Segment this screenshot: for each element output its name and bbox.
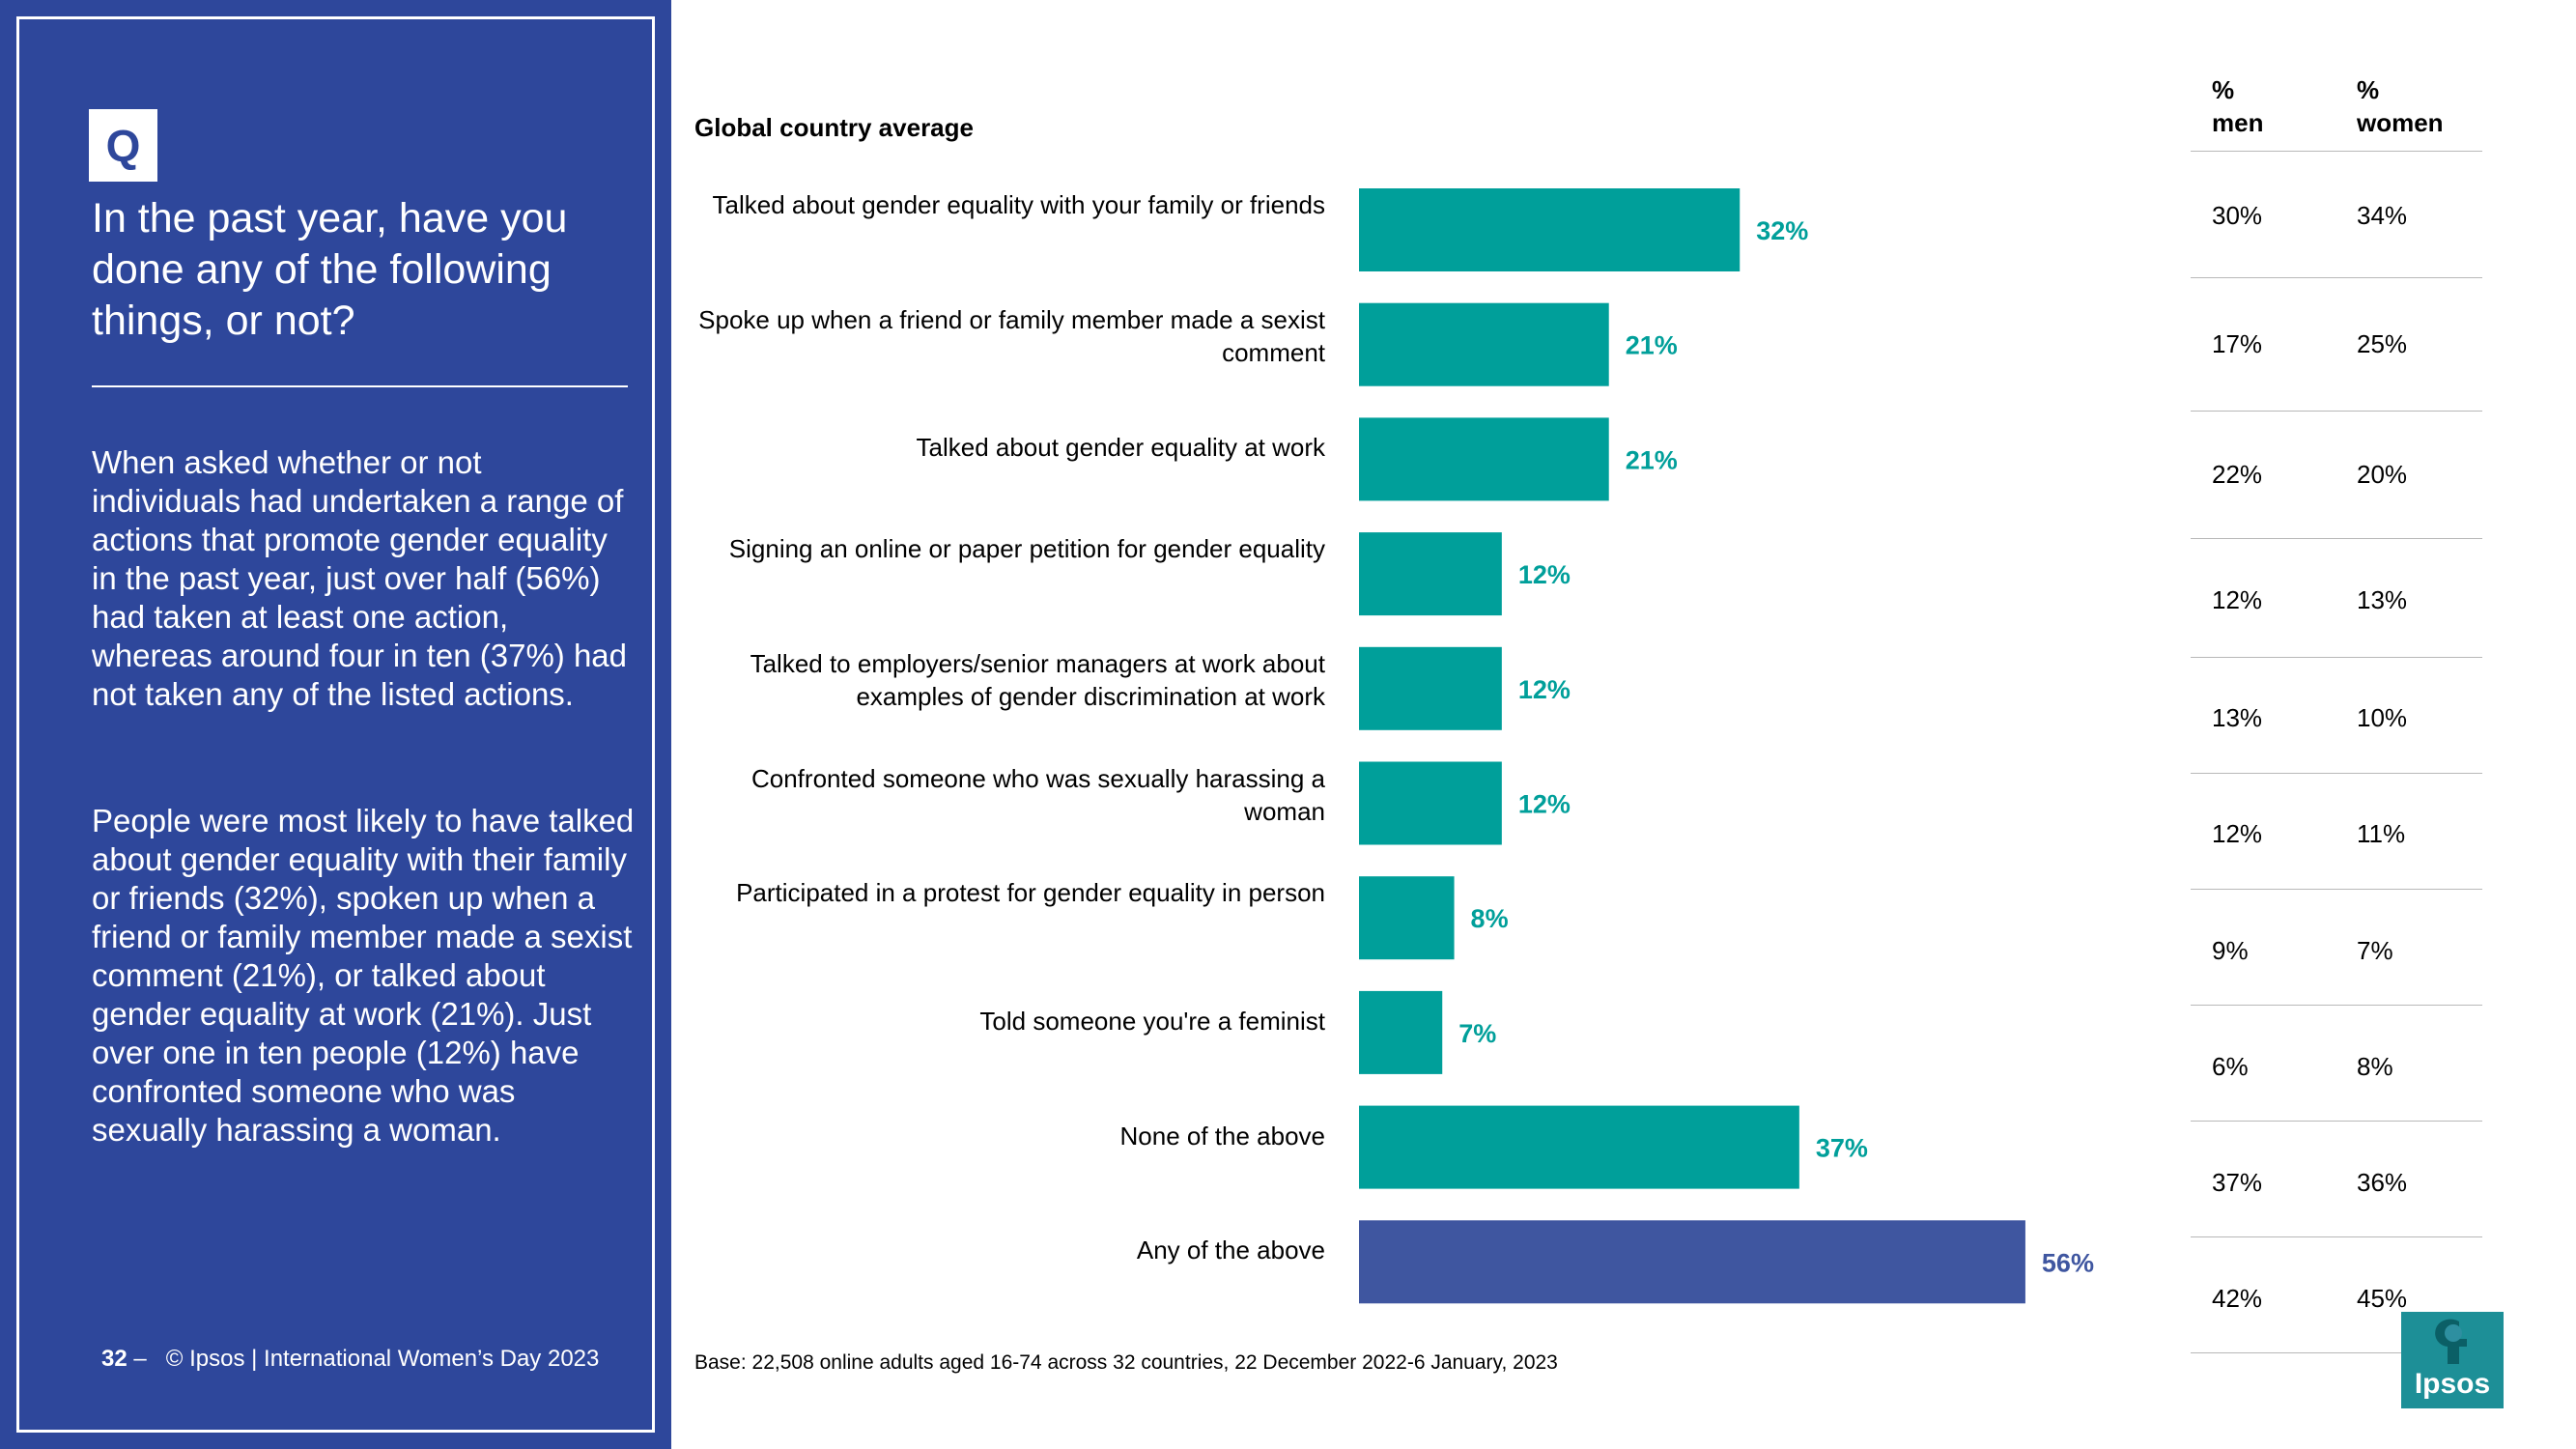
table-cell-men: 22% (2212, 460, 2263, 489)
category-label: Talked about gender equality at work (916, 433, 1326, 463)
table-cell-men: 9% (2212, 936, 2249, 965)
left-panel: Q In the past year, have you done any of… (0, 0, 671, 1449)
table-cell-men: 12% (2212, 819, 2263, 848)
question-text: In the past year, have you done any of t… (92, 195, 568, 344)
footer-copyright: © Ipsos | International Women’s Day 2023 (165, 1346, 600, 1372)
footer-separator: – (133, 1346, 147, 1372)
question-badge: Q (89, 109, 157, 182)
summary-paragraph-1: When asked whether or not individuals ha… (92, 444, 628, 712)
table-divider (2191, 411, 2482, 412)
bar (1359, 761, 1502, 845)
bar-value-label: 12% (1518, 560, 1571, 589)
page-number: 32 (101, 1346, 127, 1372)
table-cell-women: 45% (2357, 1284, 2408, 1313)
table-cell-women: 25% (2357, 329, 2408, 358)
category-label: Talked to employers/senior managers at w… (750, 648, 1325, 711)
category-label: Any of the above (1136, 1236, 1325, 1265)
bar (1359, 417, 1609, 501)
panel-divider (92, 385, 628, 387)
bar-value-label: 21% (1626, 445, 1678, 474)
chart-title: Global country average (694, 113, 974, 142)
bar-value-label: 37% (1816, 1134, 1868, 1163)
table-cell-men: 17% (2212, 329, 2263, 358)
bar-value-label: 12% (1518, 675, 1571, 704)
table-cell-men: 13% (2212, 703, 2263, 732)
table-divider (2191, 1236, 2482, 1237)
panel-frame (16, 16, 655, 1433)
category-label: Told someone you're a feminist (979, 1006, 1325, 1036)
table-divider (2191, 538, 2482, 539)
table-cell-women: 11% (2357, 819, 2406, 848)
category-label: Spoke up when a friend or family member … (698, 304, 1325, 367)
category-label: None of the above (1119, 1121, 1326, 1151)
table-header-men-line-2: men (2212, 108, 2264, 137)
table-cell-women: 8% (2357, 1052, 2393, 1081)
table-divider (2191, 151, 2482, 152)
bar (1359, 646, 1502, 730)
bar-value-label: 7% (1458, 1019, 1496, 1048)
bar-value-label: 56% (2042, 1248, 2094, 1277)
category-label: Confronted someone who was sexually hara… (750, 763, 1325, 826)
table-cell-women: 20% (2357, 460, 2408, 489)
table-header-women: % women (2357, 73, 2444, 139)
base-note: Base: 22,508 online adults aged 16-74 ac… (694, 1351, 1558, 1374)
table-divider (2191, 1005, 2482, 1006)
table-header-men-line-1: % (2212, 75, 2235, 104)
ipsos-logo-text: Ipsos (2414, 1368, 2491, 1400)
table-header-men: % men (2212, 73, 2263, 139)
table-cell-women: 13% (2357, 585, 2408, 614)
table-header-women-line-1: % (2357, 75, 2380, 104)
table-divider (2191, 1121, 2482, 1122)
table-cell-women: 10% (2357, 703, 2408, 732)
table-cell-women: 36% (2357, 1168, 2408, 1197)
table-divider (2191, 773, 2482, 774)
table-header-women-line-2: women (2357, 108, 2444, 137)
table-cell-men: 6% (2212, 1052, 2249, 1081)
bar-value-label: 21% (1626, 331, 1678, 360)
bar-value-label: 32% (1756, 216, 1808, 245)
bar-value-label: 8% (1471, 904, 1509, 933)
bar (1359, 532, 1502, 616)
bar (1359, 990, 1443, 1074)
category-label: Talked about gender equality with your f… (712, 190, 1325, 219)
bar-value-label: 12% (1518, 790, 1571, 819)
bar (1359, 188, 1741, 271)
table-divider (2191, 889, 2482, 890)
summary-paragraph-2: People were most likely to have talked a… (92, 803, 635, 1148)
table-divider (2191, 277, 2482, 278)
table-divider (2191, 657, 2482, 658)
bar (1359, 876, 1455, 960)
footer-left: 32 – © Ipsos | International Women’s Day… (101, 1346, 599, 1373)
bar (1359, 1220, 2025, 1304)
table-cell-men: 12% (2212, 585, 2263, 614)
bar (1359, 302, 1609, 386)
table-cell-men: 37% (2212, 1168, 2263, 1197)
table-cell-women: 7% (2357, 936, 2393, 965)
ipsos-mark-icon (2435, 1319, 2467, 1364)
table-divider (2191, 1352, 2482, 1353)
ipsos-logo: Ipsos (2401, 1312, 2504, 1408)
table-cell-women: 34% (2357, 201, 2408, 230)
category-label: Signing an online or paper petition for … (728, 534, 1325, 564)
category-label: Participated in a protest for gender equ… (736, 878, 1325, 908)
table-cell-men: 42% (2212, 1284, 2263, 1313)
table-cell-men: 30% (2212, 201, 2263, 230)
bar (1359, 1105, 1799, 1189)
